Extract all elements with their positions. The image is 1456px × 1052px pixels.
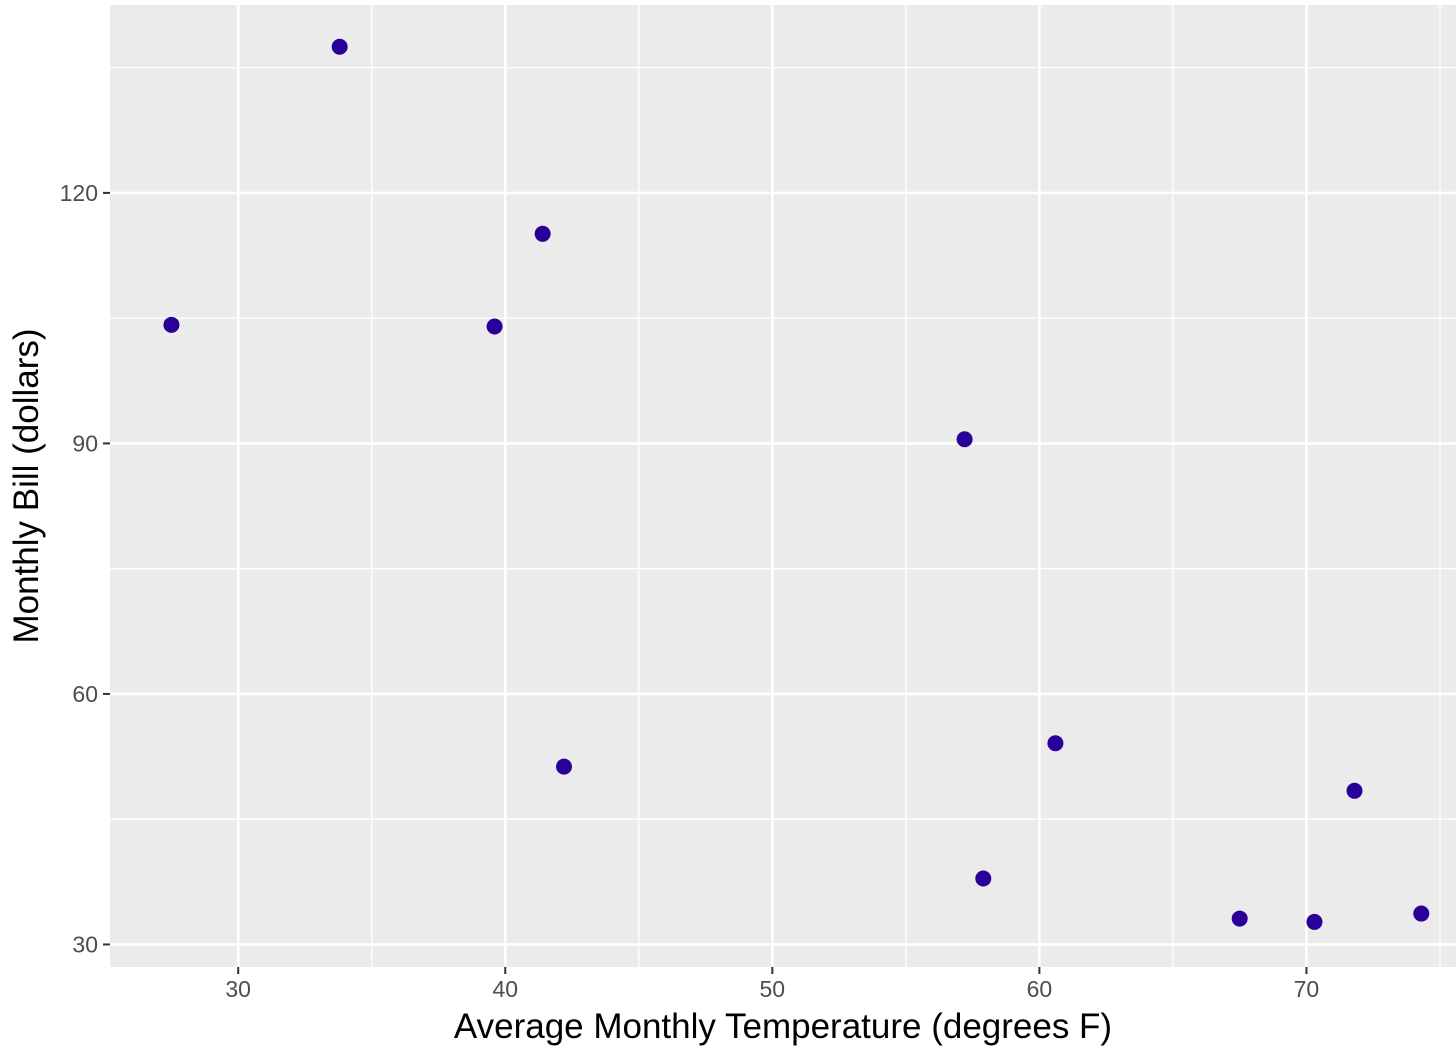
- data-point: [1413, 905, 1430, 922]
- major-gridlines: [110, 5, 1456, 967]
- y-tick-label: 120: [60, 180, 98, 206]
- data-point: [956, 431, 973, 448]
- data-point: [1306, 913, 1323, 930]
- data-point: [534, 225, 551, 242]
- y-axis-title: Monthly Bill (dollars): [7, 328, 46, 643]
- data-point: [1346, 782, 1363, 799]
- x-axis-title: Average Monthly Temperature (degrees F): [454, 1007, 1112, 1046]
- x-tick-label: 60: [1027, 976, 1053, 1002]
- data-point: [1231, 910, 1248, 927]
- y-tick-label: 60: [72, 681, 98, 707]
- minor-gridlines: [110, 5, 1456, 967]
- data-point: [1047, 735, 1064, 752]
- x-tick-label: 30: [225, 976, 251, 1002]
- data-points: [163, 38, 1430, 930]
- y-tick-label: 90: [72, 430, 98, 456]
- data-point: [163, 316, 180, 333]
- y-tick-label: 30: [72, 931, 98, 957]
- x-tick-label: 50: [760, 976, 786, 1002]
- data-point: [486, 318, 503, 335]
- data-point: [331, 38, 348, 55]
- x-tick-label: 70: [1294, 976, 1320, 1002]
- x-tick-label: 40: [492, 976, 518, 1002]
- data-point: [556, 758, 573, 775]
- y-axis: 30 60 90 120: [60, 180, 110, 957]
- data-point: [975, 870, 992, 887]
- plot-panel: [110, 5, 1456, 967]
- x-axis: 30 40 50 60 70: [225, 967, 1319, 1002]
